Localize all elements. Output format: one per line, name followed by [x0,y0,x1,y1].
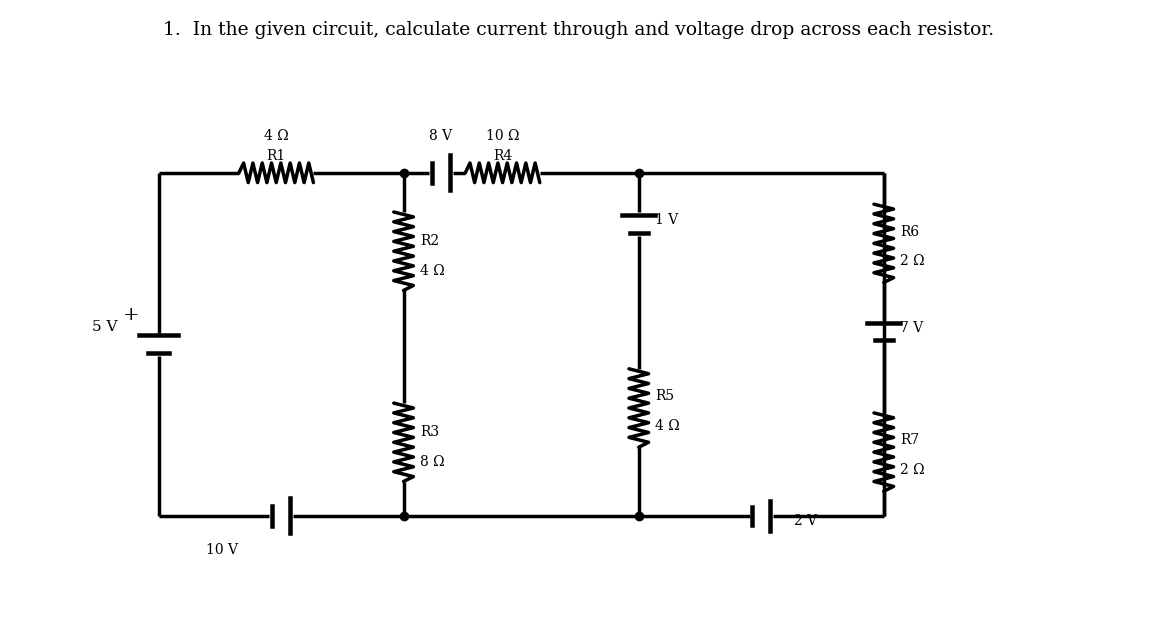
Text: 8 V: 8 V [430,130,453,143]
Text: 10 V: 10 V [206,543,239,557]
Text: R4: R4 [493,149,512,163]
Text: 2 Ω: 2 Ω [901,463,925,477]
Text: 7 V: 7 V [901,321,924,335]
Text: R6: R6 [901,224,919,239]
Text: 4 Ω: 4 Ω [420,264,445,278]
Text: 8 Ω: 8 Ω [420,455,445,469]
Text: R1: R1 [266,149,286,163]
Text: 4 Ω: 4 Ω [264,130,288,143]
Text: R5: R5 [655,389,675,403]
Text: 5 V: 5 V [91,320,117,334]
Text: 1.  In the given circuit, calculate current through and voltage drop across each: 1. In the given circuit, calculate curre… [163,21,995,39]
Text: 1 V: 1 V [655,213,679,227]
Text: 2 Ω: 2 Ω [901,254,925,268]
Text: R7: R7 [901,433,919,448]
Text: R2: R2 [420,234,439,249]
Text: 2 V: 2 V [794,514,816,528]
Text: +: + [123,306,139,324]
Text: 4 Ω: 4 Ω [655,418,680,433]
Text: R3: R3 [420,425,439,440]
Text: 10 Ω: 10 Ω [486,130,519,143]
